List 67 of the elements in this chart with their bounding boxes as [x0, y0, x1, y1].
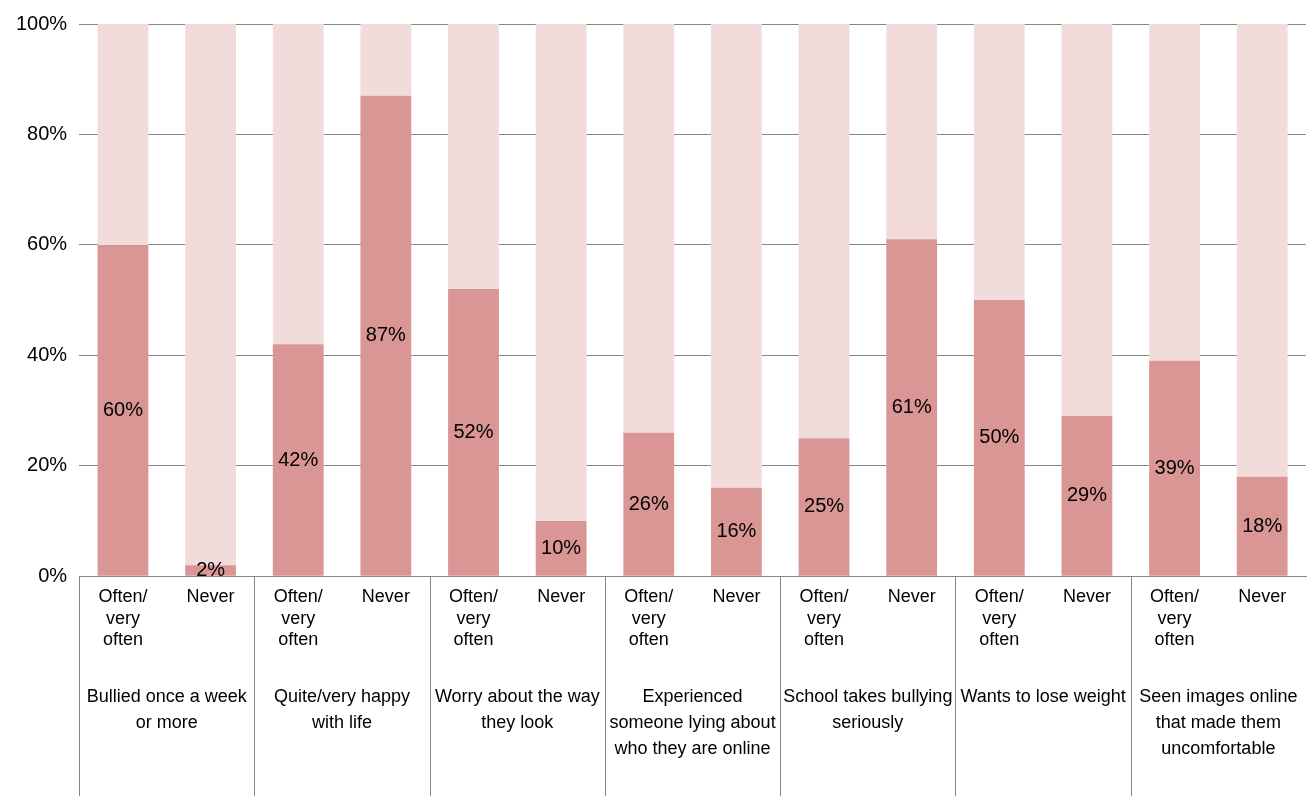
x-tick-label: Never: [537, 585, 586, 606]
bar: [1149, 24, 1200, 361]
bar: [272, 24, 324, 345]
x-tick-label: Never: [361, 585, 410, 606]
data-label: 16%: [716, 519, 757, 542]
bar: [710, 24, 762, 488]
bar: [97, 244, 149, 576]
x-tick-label: Often/ very often: [98, 585, 148, 650]
data-label: 2%: [196, 557, 226, 580]
x-tick-label: Often/ very often: [448, 585, 499, 650]
bar: [973, 24, 1025, 301]
text: School takes bullying seriously: [783, 686, 953, 733]
data-label: 52%: [453, 419, 494, 442]
bar: [1236, 24, 1288, 477]
bar: [623, 24, 675, 433]
data-label: 39%: [1154, 455, 1195, 478]
bar: [623, 432, 675, 576]
text: Seen images online that made them uncomfortable: [1139, 686, 1298, 759]
text: Worry about the way they look: [434, 686, 600, 733]
text: Wants to lose weight: [960, 686, 1126, 707]
x-tick-label: Never: [1062, 585, 1111, 606]
x-tick-label: Often/ very often: [624, 585, 674, 650]
bar: [272, 344, 324, 576]
text: Bullied once a week or more: [86, 686, 248, 733]
bar: [535, 520, 587, 576]
bar: [97, 24, 149, 245]
data-label: 60%: [102, 397, 144, 420]
y-tick-label: 0%: [38, 563, 68, 586]
data-label: 25%: [804, 494, 845, 517]
data-label: 50%: [979, 425, 1020, 448]
x-tick-label: Often/ very often: [273, 585, 323, 650]
x-tick-label: Never: [712, 585, 761, 606]
y-tick-label: 20%: [27, 453, 68, 476]
data-label: 18%: [1242, 513, 1283, 536]
bar: [535, 24, 587, 521]
bar: [1149, 360, 1200, 576]
text: Experienced someone lying about who they are online: [609, 686, 776, 759]
y-tick-label: 40%: [27, 342, 68, 365]
bar: [448, 24, 499, 290]
bar: [886, 24, 938, 240]
data-label: 61%: [891, 395, 932, 418]
bar: [1236, 476, 1288, 576]
x-tick-label: Never: [186, 585, 235, 606]
bar: [1061, 24, 1113, 417]
bar: [798, 438, 850, 576]
bar: [886, 239, 938, 576]
x-tick-label: Never: [1238, 585, 1287, 606]
bar: [360, 24, 412, 96]
y-tick-label: 80%: [27, 121, 68, 144]
data-label: 10%: [541, 535, 582, 558]
bar: [360, 95, 412, 576]
x-tick-label: Often/ very often: [974, 585, 1024, 650]
y-tick-label: 60%: [27, 232, 68, 255]
text: Quite/very happy with life: [274, 686, 411, 733]
data-label: 26%: [628, 491, 669, 514]
x-tick-label: Often/ very often: [1150, 585, 1200, 650]
bar: [710, 487, 762, 576]
x-tick-label: Often/ very often: [799, 585, 849, 650]
x-tick-label: Never: [887, 585, 936, 606]
data-label: 42%: [278, 447, 319, 470]
bar: [973, 300, 1025, 576]
data-label: 29%: [1066, 483, 1108, 506]
bar: [1061, 416, 1113, 576]
bar: [448, 289, 499, 576]
y-tick-label: 100%: [16, 11, 68, 34]
bar: [798, 24, 850, 439]
data-label: 87%: [365, 323, 407, 346]
